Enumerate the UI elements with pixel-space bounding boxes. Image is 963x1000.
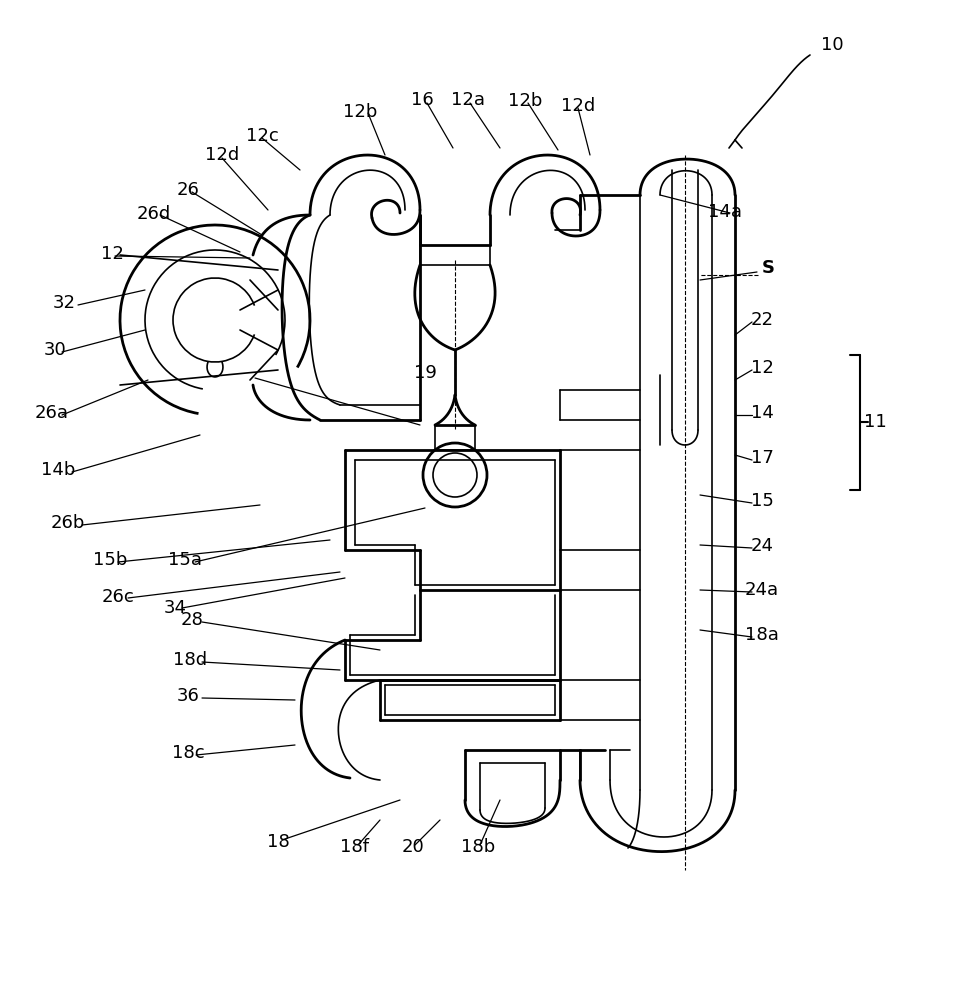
Text: 20: 20: [402, 838, 425, 856]
Text: 12c: 12c: [246, 127, 278, 145]
Text: 26a: 26a: [35, 404, 69, 422]
Text: 30: 30: [43, 341, 66, 359]
Text: 22: 22: [750, 311, 773, 329]
Text: 17: 17: [750, 449, 773, 467]
Text: 15b: 15b: [92, 551, 127, 569]
Text: 15: 15: [750, 492, 773, 510]
Text: 18f: 18f: [340, 838, 369, 856]
Text: 18a: 18a: [745, 626, 779, 644]
Text: 18b: 18b: [461, 838, 495, 856]
Text: 12b: 12b: [343, 103, 377, 121]
Text: 12a: 12a: [451, 91, 485, 109]
Text: 16: 16: [410, 91, 433, 109]
Text: 12b: 12b: [508, 92, 542, 110]
Text: 12: 12: [100, 245, 123, 263]
Text: 15a: 15a: [168, 551, 202, 569]
Text: 34: 34: [164, 599, 187, 617]
Text: 12d: 12d: [560, 97, 595, 115]
Text: 19: 19: [413, 364, 436, 382]
Text: 28: 28: [181, 611, 203, 629]
Text: 14a: 14a: [708, 203, 742, 221]
Text: 26c: 26c: [102, 588, 135, 606]
Text: 10: 10: [820, 36, 844, 54]
Text: 26d: 26d: [137, 205, 171, 223]
Text: 26: 26: [176, 181, 199, 199]
Text: 32: 32: [53, 294, 75, 312]
Text: 12: 12: [750, 359, 773, 377]
Text: 36: 36: [176, 687, 199, 705]
Text: 26b: 26b: [51, 514, 85, 532]
Text: 18: 18: [267, 833, 289, 851]
Text: 11: 11: [864, 413, 886, 431]
Text: 14: 14: [750, 404, 773, 422]
Text: 18d: 18d: [173, 651, 207, 669]
Text: 18c: 18c: [171, 744, 204, 762]
Text: 12d: 12d: [205, 146, 239, 164]
Text: 24a: 24a: [745, 581, 779, 599]
Text: S: S: [762, 259, 774, 277]
Text: 24: 24: [750, 537, 773, 555]
Text: 14b: 14b: [40, 461, 75, 479]
